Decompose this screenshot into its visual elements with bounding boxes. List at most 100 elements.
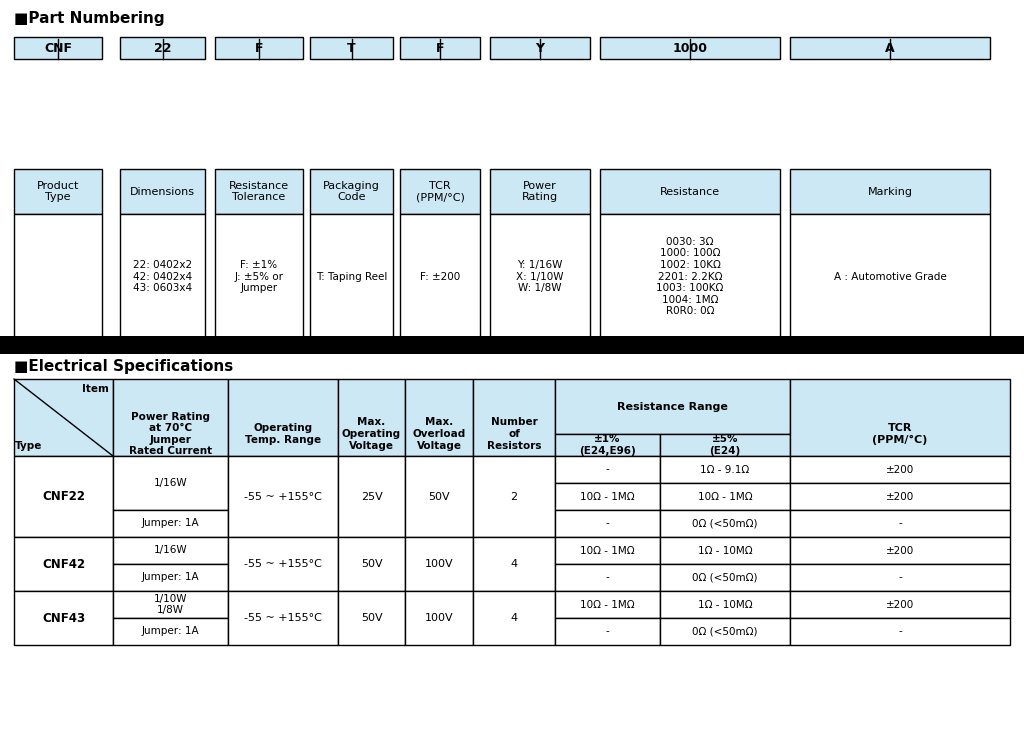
FancyBboxPatch shape <box>790 483 1010 510</box>
Text: Operating
Temp. Range: Operating Temp. Range <box>245 424 322 445</box>
Text: -: - <box>605 464 609 475</box>
FancyBboxPatch shape <box>790 510 1010 537</box>
Text: 0Ω (<50mΩ): 0Ω (<50mΩ) <box>692 572 758 582</box>
FancyBboxPatch shape <box>660 618 790 645</box>
FancyBboxPatch shape <box>406 379 473 456</box>
Text: ±1%
(E24,E96): ±1% (E24,E96) <box>580 434 636 456</box>
Text: 4: 4 <box>510 613 517 623</box>
Text: ■Part Numbering: ■Part Numbering <box>14 11 165 26</box>
Text: Power
Rating: Power Rating <box>522 181 558 203</box>
FancyBboxPatch shape <box>406 456 473 537</box>
Text: 50V: 50V <box>360 559 382 569</box>
Text: 100V: 100V <box>425 559 454 569</box>
Text: 0030: 3Ω
1000: 100Ω
1002: 10KΩ
2201: 2.2KΩ
1003: 100KΩ
1004: 1MΩ
R0R0: 0Ω: 0030: 3Ω 1000: 100Ω 1002: 10KΩ 2201: 2.2… <box>656 237 724 316</box>
Text: CNF22: CNF22 <box>42 490 85 503</box>
FancyBboxPatch shape <box>660 537 790 564</box>
FancyBboxPatch shape <box>473 591 555 645</box>
FancyBboxPatch shape <box>120 37 205 59</box>
Text: -55 ~ +155°C: -55 ~ +155°C <box>244 613 322 623</box>
FancyBboxPatch shape <box>14 456 113 537</box>
FancyBboxPatch shape <box>310 214 393 339</box>
FancyBboxPatch shape <box>555 564 660 591</box>
Text: Y: 1/16W
X: 1/10W
W: 1/8W: Y: 1/16W X: 1/10W W: 1/8W <box>516 260 564 293</box>
FancyBboxPatch shape <box>555 591 660 618</box>
FancyBboxPatch shape <box>600 37 780 59</box>
Text: 2: 2 <box>510 491 517 502</box>
FancyBboxPatch shape <box>660 510 790 537</box>
FancyBboxPatch shape <box>790 618 1010 645</box>
FancyBboxPatch shape <box>400 37 480 59</box>
Text: TCR
(PPM/°C): TCR (PPM/°C) <box>416 181 465 203</box>
FancyBboxPatch shape <box>14 379 113 456</box>
FancyBboxPatch shape <box>14 591 113 645</box>
Text: 10Ω - 1MΩ: 10Ω - 1MΩ <box>581 491 635 502</box>
Text: 1Ω - 9.1Ω: 1Ω - 9.1Ω <box>700 464 750 475</box>
FancyBboxPatch shape <box>120 214 205 339</box>
FancyBboxPatch shape <box>14 37 102 59</box>
FancyBboxPatch shape <box>120 169 205 214</box>
FancyBboxPatch shape <box>555 434 660 456</box>
FancyBboxPatch shape <box>790 37 990 59</box>
FancyBboxPatch shape <box>228 456 338 537</box>
Text: 1/10W
1/8W: 1/10W 1/8W <box>154 593 187 615</box>
Text: -: - <box>898 518 902 529</box>
FancyBboxPatch shape <box>215 169 303 214</box>
Text: Resistance Range: Resistance Range <box>617 402 728 411</box>
FancyBboxPatch shape <box>490 37 590 59</box>
Text: -: - <box>898 572 902 582</box>
Text: CNF: CNF <box>44 42 72 55</box>
Text: 4: 4 <box>510 559 517 569</box>
Text: ±200: ±200 <box>886 491 914 502</box>
Text: Resistance: Resistance <box>659 187 720 197</box>
FancyBboxPatch shape <box>113 456 228 510</box>
FancyBboxPatch shape <box>0 336 1024 354</box>
FancyBboxPatch shape <box>113 591 228 618</box>
Text: Dimensions: Dimensions <box>130 187 195 197</box>
Text: ±200: ±200 <box>886 545 914 555</box>
FancyBboxPatch shape <box>14 169 102 214</box>
Text: -55 ~ +155°C: -55 ~ +155°C <box>244 559 322 569</box>
FancyBboxPatch shape <box>790 214 990 339</box>
FancyBboxPatch shape <box>228 379 338 456</box>
FancyBboxPatch shape <box>600 214 780 339</box>
Text: 10Ω - 1MΩ: 10Ω - 1MΩ <box>697 491 753 502</box>
FancyBboxPatch shape <box>228 537 338 591</box>
Text: Marking: Marking <box>867 187 912 197</box>
Text: 1/16W: 1/16W <box>154 478 187 488</box>
FancyBboxPatch shape <box>490 214 590 339</box>
FancyBboxPatch shape <box>338 537 406 591</box>
Text: 22: 22 <box>154 42 171 55</box>
FancyBboxPatch shape <box>406 537 473 591</box>
Text: 10Ω - 1MΩ: 10Ω - 1MΩ <box>581 545 635 555</box>
FancyBboxPatch shape <box>660 564 790 591</box>
Text: A : Automotive Grade: A : Automotive Grade <box>834 271 946 281</box>
FancyBboxPatch shape <box>215 37 303 59</box>
Text: -55 ~ +155°C: -55 ~ +155°C <box>244 491 322 502</box>
Text: Type: Type <box>15 441 43 451</box>
FancyBboxPatch shape <box>338 379 406 456</box>
FancyBboxPatch shape <box>400 169 480 214</box>
Text: 100V: 100V <box>425 613 454 623</box>
FancyBboxPatch shape <box>113 564 228 591</box>
Text: F: F <box>436 42 444 55</box>
FancyBboxPatch shape <box>473 537 555 591</box>
Text: -: - <box>898 626 902 636</box>
Text: CNF43: CNF43 <box>42 612 85 625</box>
FancyBboxPatch shape <box>338 591 406 645</box>
FancyBboxPatch shape <box>790 591 1010 618</box>
FancyBboxPatch shape <box>338 456 406 537</box>
FancyBboxPatch shape <box>14 537 113 591</box>
FancyBboxPatch shape <box>555 510 660 537</box>
FancyBboxPatch shape <box>790 564 1010 591</box>
Text: T: Taping Reel: T: Taping Reel <box>315 271 387 281</box>
Text: -: - <box>605 518 609 529</box>
Text: 1Ω - 10MΩ: 1Ω - 10MΩ <box>697 599 753 609</box>
Text: TCR
(PPM/°C): TCR (PPM/°C) <box>872 423 928 445</box>
Text: Power Rating
at 70°C
Jumper
Rated Current: Power Rating at 70°C Jumper Rated Curren… <box>129 412 212 456</box>
Text: Number
of
Resistors: Number of Resistors <box>486 418 542 451</box>
FancyBboxPatch shape <box>555 456 660 483</box>
FancyBboxPatch shape <box>555 379 790 434</box>
FancyBboxPatch shape <box>790 169 990 214</box>
Text: F: ±200: F: ±200 <box>420 271 460 281</box>
Text: 1/16W: 1/16W <box>154 545 187 555</box>
